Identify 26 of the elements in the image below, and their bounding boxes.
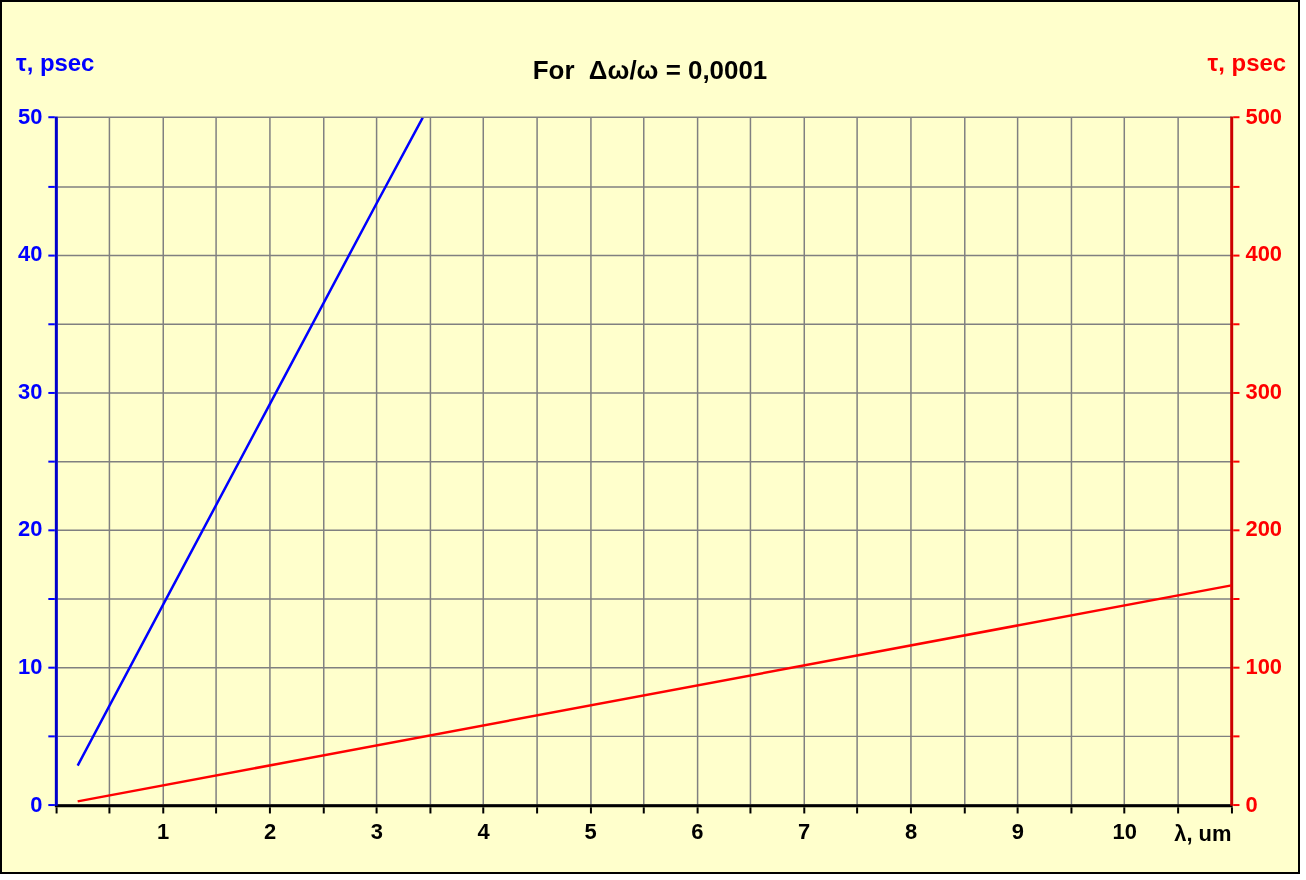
y2-tick-label: 200	[1245, 516, 1283, 542]
chart-title: For Δω/ω = 0,0001	[532, 56, 768, 85]
x-tick-label: 3	[370, 818, 383, 844]
x-tick-label: 4	[477, 818, 491, 844]
y2-tick-label: 100	[1245, 653, 1283, 679]
x-tick-label: 10	[1112, 818, 1137, 844]
y-tick-label: 50	[17, 103, 43, 129]
x-tick-label: 2	[263, 818, 277, 844]
y2-tick-label: 400	[1245, 241, 1283, 267]
x-tick-label: 5	[584, 818, 597, 844]
x-tick-label: 9	[1011, 818, 1024, 844]
y-tick-label: 20	[17, 516, 43, 542]
x-tick-label: 7	[798, 818, 811, 844]
x-tick-label: 1	[157, 818, 170, 844]
y-tick-label: 10	[17, 653, 43, 679]
y-tick-label: 30	[17, 378, 43, 404]
y-tick-label: 0	[30, 791, 43, 817]
y-tick-label: 40	[17, 241, 43, 267]
y2-axis-title: τ, psec	[1207, 49, 1287, 77]
y2-tick-label: 500	[1245, 103, 1283, 129]
x-axis-title: λ, um	[1174, 821, 1232, 846]
x-tick-label: 6	[691, 818, 704, 844]
x-tick-label: 8	[904, 818, 918, 844]
y2-tick-label: 0	[1245, 791, 1258, 817]
y2-tick-label: 300	[1245, 378, 1283, 404]
y-axis-title: τ, psec	[15, 49, 95, 77]
